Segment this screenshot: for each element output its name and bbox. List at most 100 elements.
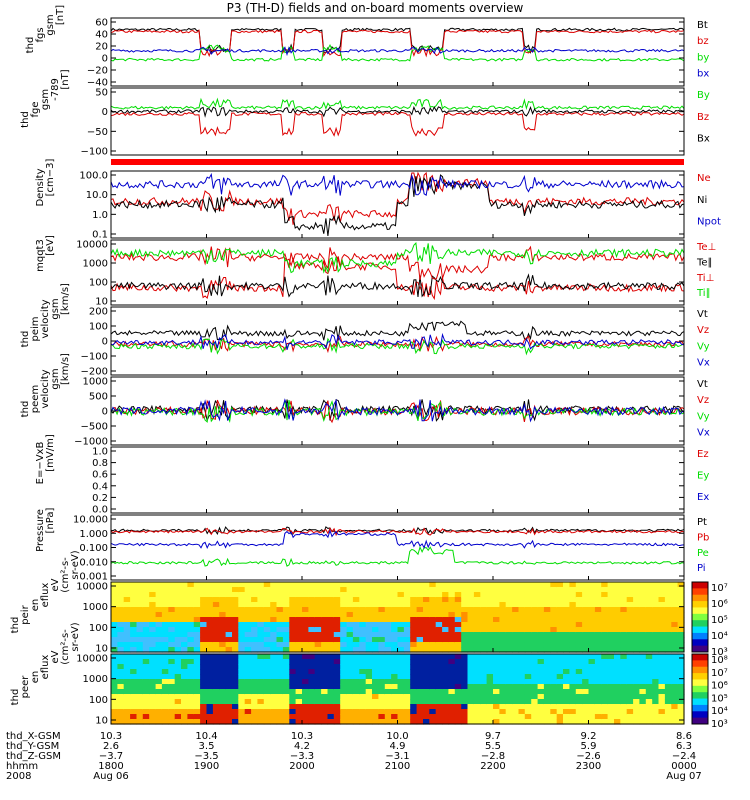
heatmap-cell [282,669,290,675]
heatmap-cell [308,664,316,670]
heatmap-cell [251,654,259,660]
heatmap-cell [142,679,150,685]
heatmap-cell [257,602,265,608]
heatmap-cell [556,597,564,603]
heatmap-cell [212,674,220,680]
heatmap-cell [327,597,335,603]
colorbar-tick-label: 10⁷ [711,668,728,679]
series-line-peem-2 [110,400,685,423]
heatmap-cell [187,669,195,675]
heatmap-cell [652,592,660,598]
heatmap-cell [302,637,309,643]
heatmap-cell [238,627,246,633]
heatmap-cell [416,679,424,685]
heatmap-cell [111,612,118,618]
heatmap-cell [442,694,450,700]
heatmap-cell [295,587,303,593]
heatmap-cell [588,669,596,675]
heatmap-cell [677,617,685,623]
heatmap-cell [302,602,309,608]
heatmap-cell [645,622,653,628]
heatmap-cell [359,587,367,593]
heatmap-cell [295,709,303,715]
heatmap-cell [620,632,628,638]
heatmap-cell [365,632,373,638]
heatmap-cell [212,597,220,603]
heatmap-cell [391,602,399,608]
heatmap-cell [531,632,539,638]
heatmap-cell [505,602,513,608]
heatmap-cell [384,709,392,715]
heatmap-cell [276,622,284,628]
heatmap-cell [244,637,252,643]
heatmap-cell [232,709,239,715]
heatmap-cell [168,654,176,660]
heatmap-cell [263,632,271,638]
heatmap-cell [677,699,685,705]
heatmap-cell [206,587,214,593]
series-line-mqqt3-3 [110,242,685,274]
heatmap-cell [308,674,316,680]
heatmap-cell [232,627,239,633]
heatmap-cell [645,674,653,680]
heatmap-cell [524,587,532,593]
heatmap-cell [416,607,424,613]
heatmap-cell [365,674,373,680]
heatmap-cell [308,659,316,665]
heatmap-cell [232,637,239,643]
heatmap-cell [136,612,144,618]
heatmap-cell [161,592,169,598]
heatmap-cell [403,587,411,593]
heatmap-cell [206,689,214,695]
ylabel-line: gsm [50,298,61,319]
heatmap-cell [384,627,392,633]
heatmap-cell [365,647,373,653]
heatmap-cell [601,699,609,705]
legend-entry: Npot [697,217,721,228]
heatmap-cell [435,679,443,685]
heatmap-cell [442,612,450,618]
series-line-fgs-2 [110,43,685,62]
heatmap-cell [155,704,163,710]
heatmap-cell [626,679,634,685]
heatmap-cell [499,622,507,628]
heatmap-cell [550,632,558,638]
heatmap-cell [391,647,399,653]
heatmap-cell [601,622,609,628]
heatmap-cell [168,582,176,588]
heatmap-cell [563,627,570,633]
heatmap-cell [136,674,144,680]
heatmap-cell [664,637,672,643]
heatmap-cell [276,597,284,603]
heatmap-cell [563,617,570,623]
heatmap-cell [212,627,220,633]
heatmap-cell [626,684,634,690]
heatmap-cell [524,654,532,660]
heatmap-cell [181,637,188,643]
heatmap-cell [575,627,583,633]
heatmap-cell [263,719,271,725]
heatmap-cell [365,622,373,628]
heatmap-cell [181,689,188,695]
heatmap-cell [543,632,551,638]
panel-peim-ylabel: thd peim velocity gsm [km/s] [20,283,71,347]
heatmap-cell [263,694,271,700]
heatmap-cell [174,622,182,628]
heatmap-cell [149,719,157,725]
heatmap-cell [550,654,558,660]
heatmap-cell [664,709,672,715]
heatmap-cell [359,622,367,628]
colorbar-segment [692,588,708,596]
heatmap-cell [321,664,329,670]
heatmap-cell [123,699,131,705]
heatmap-cell [321,582,329,588]
heatmap-cell [505,617,513,623]
heatmap-cell [664,654,672,660]
heatmap-cell [276,684,284,690]
heatmap-cell [321,647,329,653]
heatmap-cell [181,597,188,603]
heatmap-cell [664,642,672,648]
heatmap-cell [493,612,500,618]
heatmap-cell [588,684,596,690]
heatmap-cell [677,709,685,715]
